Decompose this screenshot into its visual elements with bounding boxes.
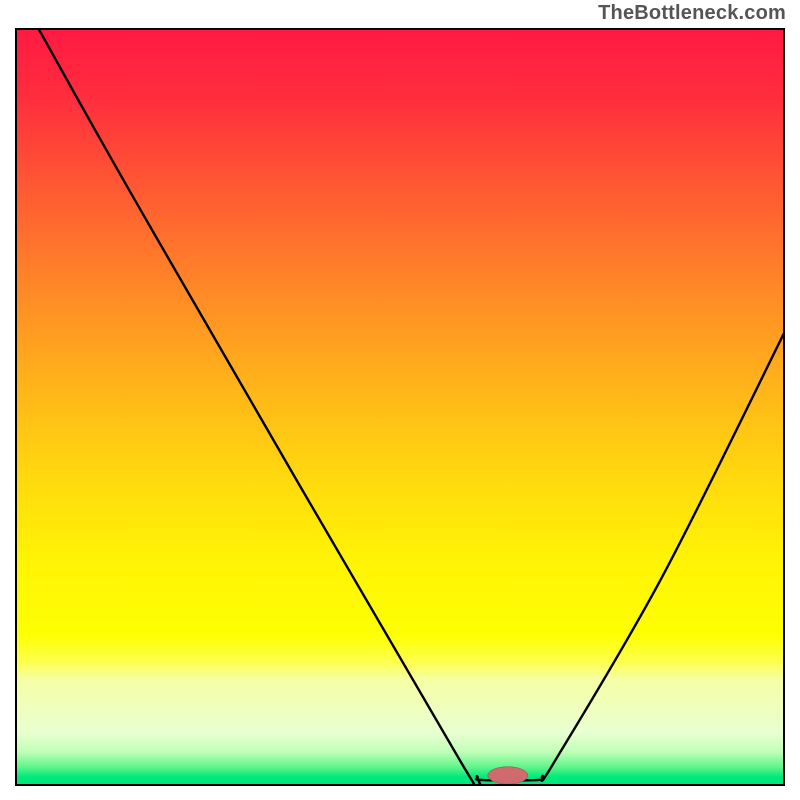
bottleneck-curve-chart [15, 28, 785, 786]
attribution-text: TheBottleneck.com [598, 2, 786, 25]
chart-plot [15, 28, 785, 786]
chart-container: TheBottleneck.com [0, 0, 800, 800]
optimal-point-marker [488, 767, 528, 784]
chart-gradient-background [15, 28, 785, 786]
